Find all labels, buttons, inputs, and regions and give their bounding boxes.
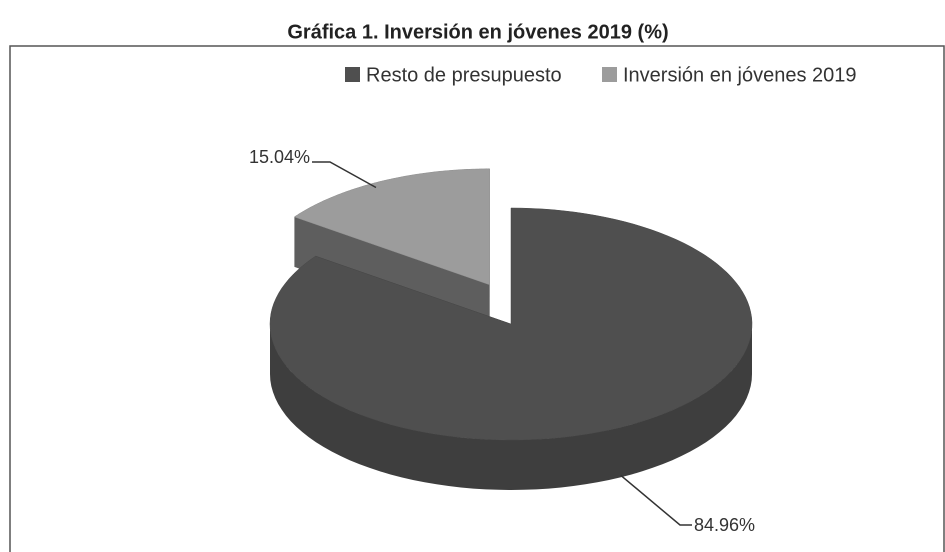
chart-frame <box>9 45 945 552</box>
slice-side <box>270 324 752 490</box>
data-label: 15.04% <box>249 147 310 167</box>
legend-swatch <box>602 67 617 82</box>
legend-label: Resto de presupuesto <box>366 64 562 86</box>
data-label: 84.96% <box>694 515 755 535</box>
legend-label: Inversión en jóvenes 2019 <box>623 64 857 86</box>
chart-title: Gráfica 1. Inversión en jóvenes 2019 (%) <box>287 21 668 43</box>
slice <box>269 207 753 441</box>
legend-swatch <box>345 67 360 82</box>
leader-line <box>312 161 377 189</box>
leader-line <box>620 474 692 526</box>
slice <box>293 168 490 286</box>
